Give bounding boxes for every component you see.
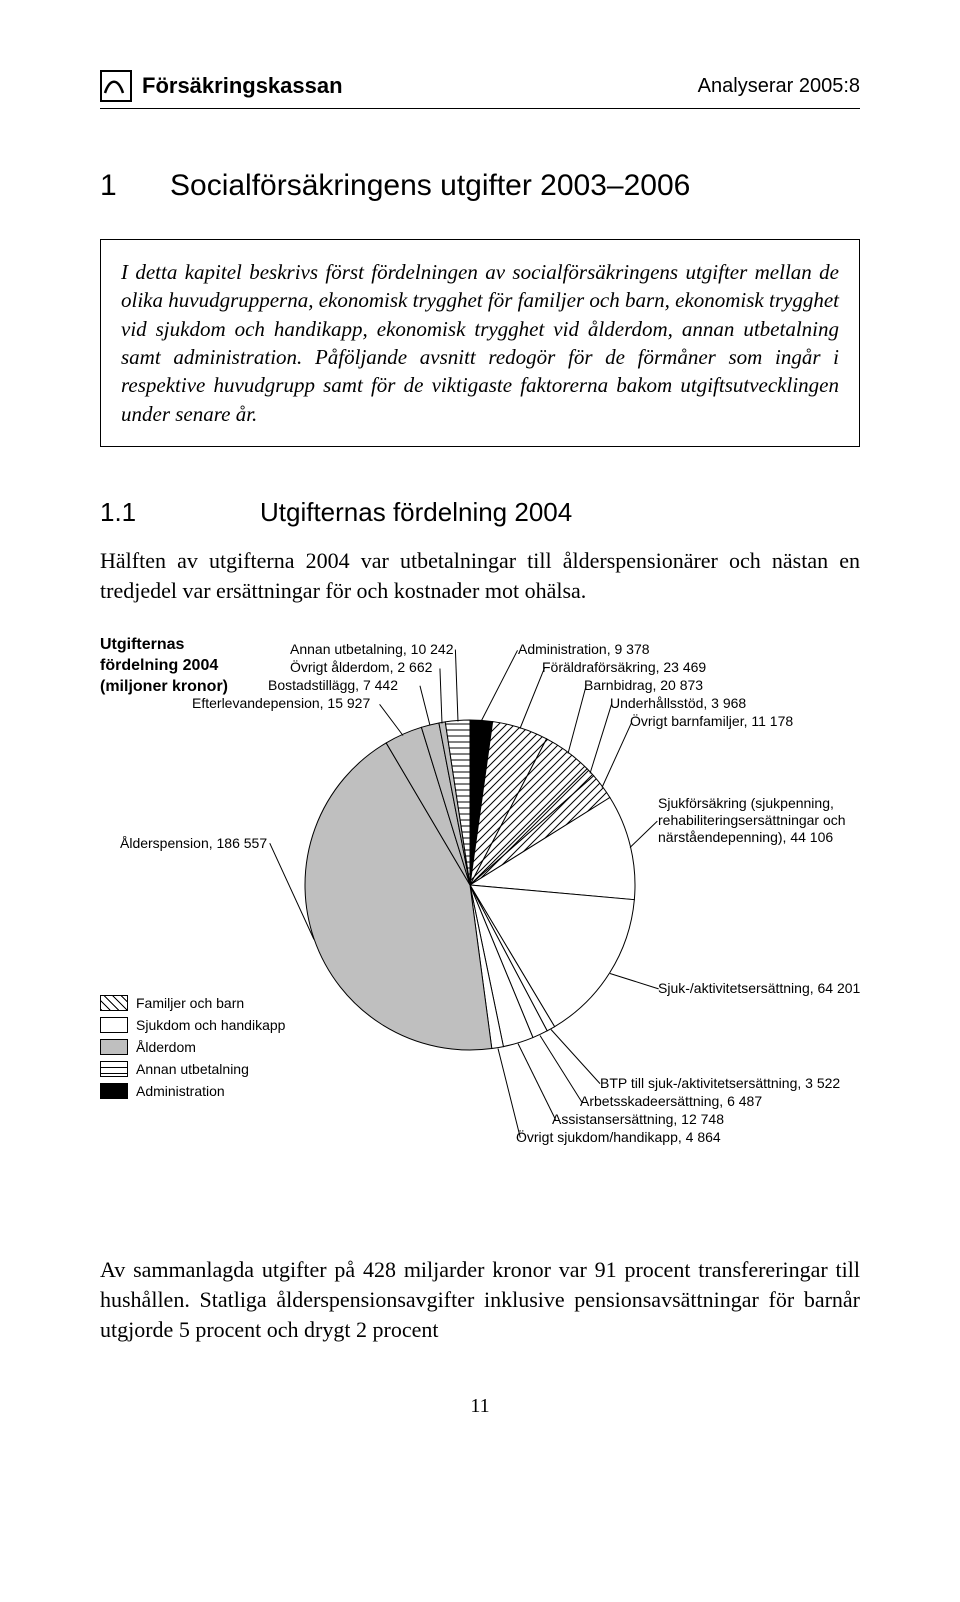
legend-swatch [100,995,128,1011]
page-number: 11 [100,1395,860,1418]
lbl-ovrigt-barnfam: Övrigt barnfamiljer, 11 178 [630,713,793,729]
leader-line [481,650,519,722]
lbl-sjukforsakring: Sjukförsäkring (sjukpenning, rehabiliter… [658,795,846,845]
doc-id: Analyserar 2005:8 [698,75,860,98]
lbl-underhall: Underhållsstöd, 3 968 [610,695,746,711]
paragraph-2: Av sammanlagda utgifter på 428 miljarder… [100,1255,860,1344]
chart-legend: Familjer och barn Sjukdom och handikapp Ål… [100,995,285,1105]
lbl-btp: BTP till sjuk-/aktivitetsersättning, 3 5… [600,1075,840,1091]
chart-title: Utgifternas fördelning 2004 (miljoner kr… [100,635,270,697]
pie-chart [300,715,640,1058]
legend-swatch [100,1039,128,1055]
legend-label: Familjer och barn [136,995,244,1011]
pie-chart-figure: Utgifternas fördelning 2004 (miljoner kr… [100,635,860,1195]
page-header: Försäkringskassan Analyserar 2005:8 [100,70,860,109]
legend-item: Sjukdom och handikapp [100,1017,285,1033]
lbl-alderspension: Ålderspension, 186 557 [120,835,267,851]
section-number: 1.1 [100,497,260,528]
lbl-arbetsskade: Arbetsskadeersättning, 6 487 [580,1093,762,1109]
legend-item: Annan utbetalning [100,1061,285,1077]
lbl-ovrigt-sjukdom: Övrigt sjukdom/handikapp, 4 864 [516,1129,721,1145]
legend-item: Ålderdom [100,1039,285,1055]
chapter-heading: 1 Socialförsäkringens utgifter 2003–2006 [100,169,860,203]
paragraph-1: Hälften av utgifterna 2004 var utbetalni… [100,546,860,605]
chapter-title: Socialförsäkringens utgifter 2003–2006 [170,169,690,203]
section-title: Utgifternas fördelning 2004 [260,497,572,528]
lbl-ovrigt-alderdom: Övrigt ålderdom, 2 662 [290,659,432,675]
leader-line [497,1048,520,1138]
legend-item: Familjer och barn [100,995,285,1011]
section-heading: 1.1 Utgifternas fördelning 2004 [100,497,860,528]
lbl-foraldra: Föräldraförsäkring, 23 469 [542,659,706,675]
legend-label: Ålderdom [136,1039,196,1055]
legend-swatch [100,1017,128,1033]
legend-label: Annan utbetalning [136,1061,249,1077]
leader-line [454,650,458,721]
lbl-assistans: Assistansersättning, 12 748 [552,1111,724,1127]
lbl-efterlevande: Efterlevandepension, 15 927 [192,695,370,711]
chapter-number: 1 [100,169,170,203]
lbl-sjuk-aktiv: Sjuk-/aktivitetsersättning, 64 201 [658,980,860,996]
logo-icon [100,70,132,102]
legend-item: Administration [100,1083,285,1099]
lbl-bostadstillagg: Bostadstillägg, 7 442 [268,677,398,693]
legend-label: Sjukdom och handikapp [136,1017,285,1033]
intro-box: I detta kapitel beskrivs först fördelnin… [100,239,860,447]
lbl-administration: Administration, 9 378 [518,641,650,657]
legend-swatch [100,1083,128,1099]
lbl-annan-utbetalning: Annan utbetalning, 10 242 [290,641,453,657]
org-name: Försäkringskassan [142,73,343,99]
legend-label: Administration [136,1083,225,1099]
legend-swatch [100,1061,128,1077]
lbl-barnbidrag: Barnbidrag, 20 873 [584,677,703,693]
